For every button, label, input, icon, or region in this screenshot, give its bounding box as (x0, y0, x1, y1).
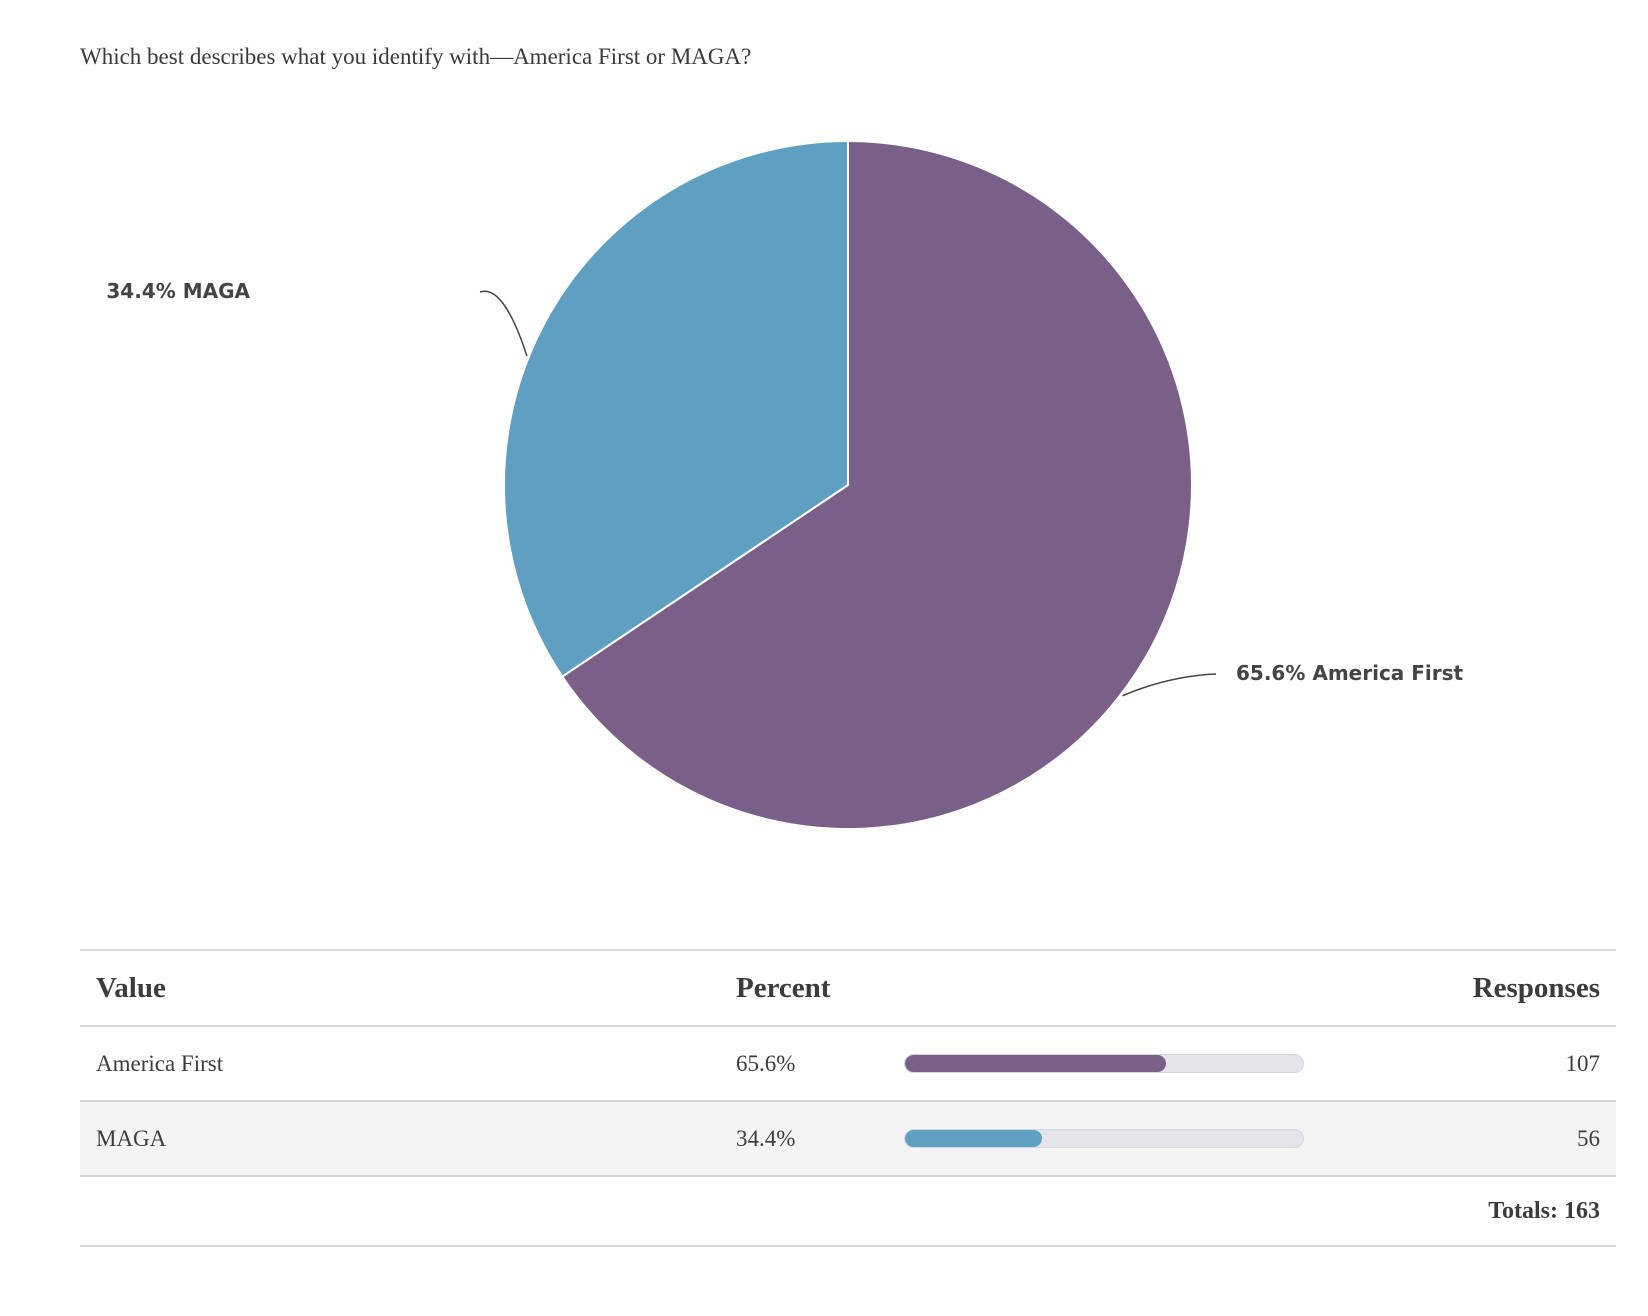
percent-bar-track (904, 1129, 1304, 1148)
pie-slice-america-first (560, 139, 1193, 830)
row-bar (888, 1026, 1350, 1102)
header-responses: Responses (1350, 950, 1616, 1027)
totals-text: Totals: 163 (80, 1176, 1616, 1247)
pie-label: 34.4% MAGA (106, 279, 250, 303)
percent-bar-fill (905, 1130, 1042, 1147)
question-title: Which best describes what you identify w… (80, 44, 752, 69)
pie-label: 65.6% America First (1236, 661, 1464, 685)
row-percent: 65.6% (720, 1026, 888, 1102)
header-percent: Percent (720, 950, 888, 1027)
table-row: America First 65.6% 107 (80, 1026, 1616, 1102)
header-bar (888, 950, 1350, 1027)
row-bar (888, 1101, 1350, 1177)
percent-bar-fill (905, 1055, 1167, 1072)
pie-label-leader (1122, 673, 1217, 697)
row-value: America First (80, 1026, 720, 1102)
row-responses: 107 (1350, 1026, 1616, 1102)
percent-bar-track (904, 1054, 1304, 1073)
table-header-row: Value Percent Responses (80, 950, 1616, 1027)
row-responses: 56 (1350, 1101, 1616, 1177)
totals-row: Totals: 163 (80, 1176, 1616, 1247)
table-row: MAGA 34.4% 56 (80, 1101, 1616, 1177)
header-value: Value (80, 950, 720, 1027)
row-percent: 34.4% (720, 1101, 888, 1177)
summary-table: Value Percent Responses America First 65… (80, 949, 1616, 1247)
pie-chart: 65.6% America First 34.4% MAGA (106, 139, 1464, 830)
pie-label-leader (479, 290, 528, 357)
pie-slice-maga (503, 139, 849, 678)
row-value: MAGA (80, 1101, 720, 1177)
